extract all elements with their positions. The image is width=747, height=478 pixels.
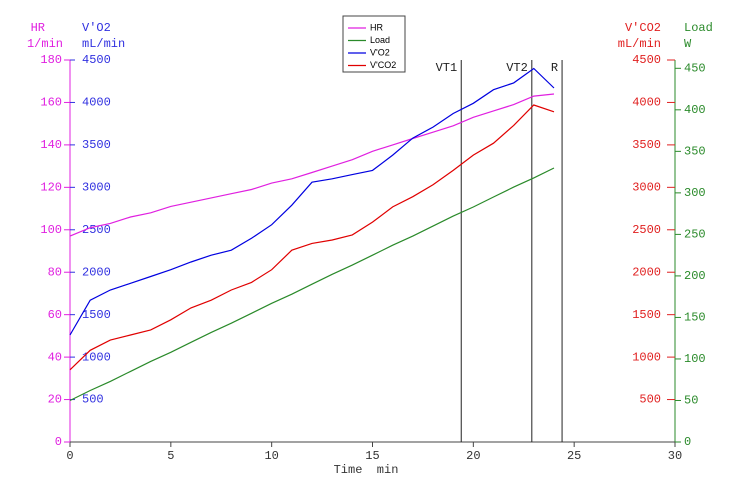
x-axis-title: Time min [334,463,399,477]
y-tick-label: 140 [40,138,62,152]
threshold-label: VT2 [506,61,528,75]
y4-tick-label: 200 [684,269,706,283]
hr-axis-unit: 1/min [27,37,63,51]
y3-tick-label: 4000 [632,96,661,110]
y2-tick-label: 2500 [82,223,111,237]
vco2-axis-title: V'CO2 [625,21,661,35]
series-line [69,93,555,237]
y-tick-label: 100 [40,223,62,237]
y3-tick-label: 500 [639,393,661,407]
y-tick-label: 20 [48,393,62,407]
legend-label: V'CO2 [370,60,396,70]
y4-tick-label: 250 [684,228,706,242]
x-tick-label: 10 [264,449,278,463]
y2-tick-label: 2000 [82,265,111,279]
x-tick-label: 5 [167,449,174,463]
y3-tick-label: 3000 [632,181,661,195]
y2-tick-label: 500 [82,393,104,407]
x-tick-label: 0 [66,449,73,463]
y3-tick-label: 2500 [632,223,661,237]
series-line [69,167,555,402]
y3-tick-label: 2000 [632,265,661,279]
load-axis-unit: W [684,37,692,51]
legend-label: V'O2 [370,47,390,57]
hr-axis-title: HR [31,21,45,35]
y2-tick-label: 3000 [82,181,111,195]
y4-tick-label: 450 [684,61,706,75]
x-tick-label: 20 [466,449,480,463]
y4-tick-label: 50 [684,394,698,408]
y4-tick-label: 350 [684,145,706,159]
threshold-label: R [551,61,558,75]
series-line [69,104,555,371]
load-axis-title: Load [684,21,713,35]
vo2-axis-unit: mL/min [82,37,125,51]
y-tick-label: 40 [48,350,62,364]
y3-tick-label: 4500 [632,53,661,67]
y4-tick-label: 300 [684,186,706,200]
y-tick-label: 60 [48,308,62,322]
y-tick-label: 180 [40,53,62,67]
legend-label: Load [370,35,390,45]
legend-label: HR [370,22,383,32]
y3-tick-label: 1500 [632,308,661,322]
x-tick-label: 30 [668,449,682,463]
y-tick-label: 120 [40,181,62,195]
y3-tick-label: 1000 [632,350,661,364]
series-line [69,67,555,336]
x-tick-label: 15 [365,449,379,463]
threshold-label: VT1 [436,61,458,75]
y4-tick-label: 0 [684,435,691,449]
y-tick-label: 160 [40,96,62,110]
legend-box [342,15,406,73]
y2-tick-label: 1000 [82,350,111,364]
y4-tick-label: 400 [684,103,706,117]
y-tick-label: 0 [55,435,62,449]
y4-tick-label: 100 [684,352,706,366]
y2-tick-label: 4000 [82,96,111,110]
vco2-axis-unit: mL/min [618,37,661,51]
vo2-axis-title: V'O2 [82,21,111,35]
y-tick-label: 80 [48,265,62,279]
legend: HR Load V'O2 V'CO2 [348,22,396,70]
y3-tick-label: 3500 [632,138,661,152]
y2-tick-label: 1500 [82,308,111,322]
y4-tick-label: 150 [684,311,706,325]
y2-tick-label: 3500 [82,138,111,152]
x-tick-label: 25 [567,449,581,463]
y2-tick-label: 4500 [82,53,111,67]
